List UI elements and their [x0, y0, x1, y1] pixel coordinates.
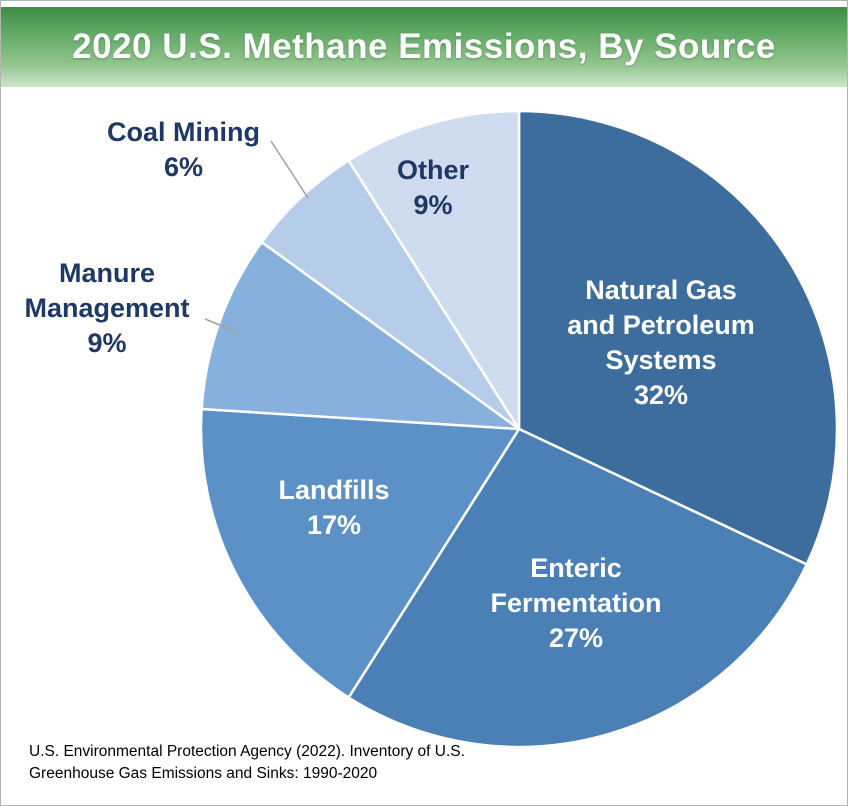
slice-label-line: Enteric	[530, 553, 622, 583]
slice-label-line: Other	[396, 155, 469, 185]
slice-label-coal-mining: Coal Mining 6%	[76, 115, 291, 185]
slice-label-line: Landfills	[278, 475, 390, 505]
slice-label-manure-management: Manure Management 9%	[1, 256, 213, 361]
pie-slice-landfills	[199, 407, 521, 699]
source-note-line: Greenhouse Gas Emissions and Sinks: 1990…	[29, 765, 378, 783]
slice-label-landfills: Landfills 17%	[244, 473, 424, 543]
slice-label-percent: 6%	[163, 152, 204, 183]
source-note: U.S. Environmental Protection Agency (20…	[29, 741, 465, 786]
slice-label-line: Management	[24, 293, 190, 324]
pie-slice-enteric-fermentation	[347, 427, 808, 749]
coal-mining-leader-line	[270, 140, 309, 199]
slice-label-percent: 32%	[633, 380, 689, 411]
slice-label-line: and Petroleum	[567, 310, 755, 341]
slice-label-line: Fermentation	[490, 588, 662, 619]
slice-label-enteric-fermentation: Enteric Fermentation 27%	[456, 551, 696, 656]
slice-label-other: Other 9%	[358, 153, 508, 223]
slice-label-line: Systems	[605, 345, 717, 376]
slice-label-line: Manure	[58, 258, 156, 288]
slice-label-percent: 27%	[548, 623, 604, 654]
pie-slice-manure-management	[200, 240, 521, 431]
title-banner: 2020 U.S. Methane Emissions, By Source	[1, 7, 847, 87]
source-note-line: U.S. Environmental Protection Agency (20…	[29, 743, 465, 760]
slice-label-percent: 9%	[87, 328, 127, 359]
pie-slice-natural-gas-and-petroleum-systems	[517, 109, 839, 566]
pie-slice-coal-mining	[260, 159, 521, 431]
slice-label-percent: 9%	[413, 190, 453, 221]
pie-slices	[199, 109, 839, 749]
pie-slice-other	[347, 109, 521, 431]
manure-management-leader-line	[204, 318, 238, 333]
slice-label-line: Coal Mining	[107, 117, 260, 147]
page-title: 2020 U.S. Methane Emissions, By Source	[72, 27, 776, 66]
slice-label-natural-gas: Natural Gas and Petroleum Systems 32%	[536, 273, 786, 413]
slice-label-line: Natural Gas	[585, 275, 737, 305]
slice-label-percent: 17%	[306, 510, 362, 541]
